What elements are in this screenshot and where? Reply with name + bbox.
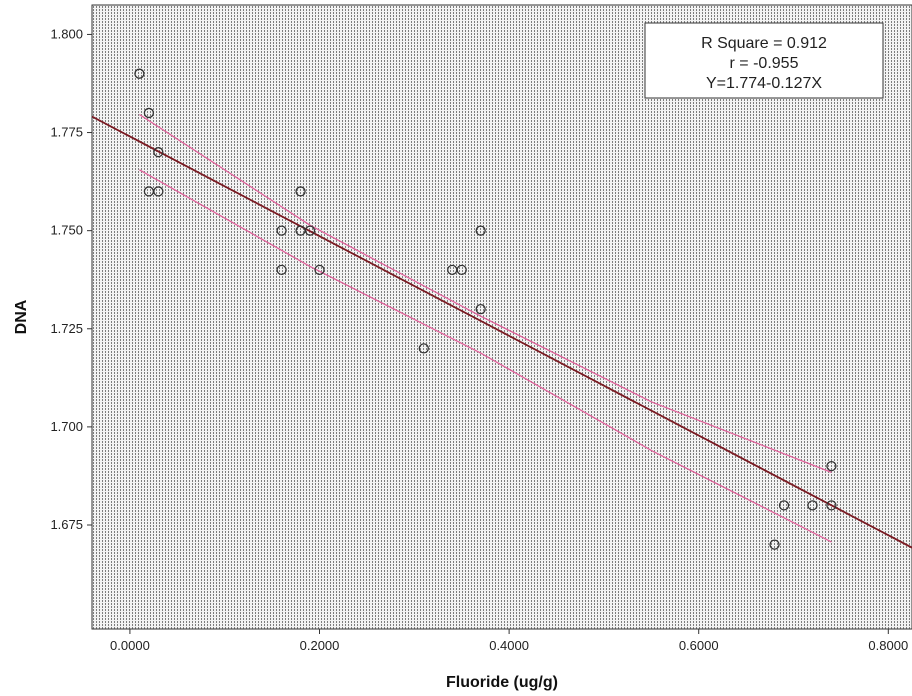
x-tick-label: 0.6000 [679, 638, 719, 653]
x-tick-label: 0.0000 [110, 638, 150, 653]
y-axis-title: DNA [13, 299, 30, 334]
regression-fit-line [92, 115, 912, 549]
data-point [153, 147, 164, 158]
data-point [134, 68, 145, 79]
data-point [314, 264, 325, 276]
stats-annotation-box: R Square = 0.912 r = -0.955 Y=1.774-0.12… [644, 22, 884, 99]
y-tick-label: 1.800 [50, 26, 83, 41]
y-tick-label: 1.775 [50, 125, 83, 140]
data-point [276, 225, 287, 236]
data-point [418, 343, 429, 354]
regression-equation-label: Y=1.774-0.127X [706, 75, 822, 92]
plot-marks [92, 68, 912, 550]
data-point [153, 186, 164, 197]
x-axis: 0.0000 0.2000 0.4000 0.6000 0.8000 [110, 629, 908, 653]
y-tick-label: 1.700 [50, 419, 83, 434]
confidence-band-lower [139, 169, 832, 543]
y-tick-label: 1.675 [50, 517, 83, 532]
y-axis: 1.675 1.700 1.725 1.750 1.775 1.800 [50, 26, 92, 532]
data-point [475, 304, 486, 315]
data-point [475, 225, 486, 236]
data-point [769, 539, 780, 550]
data-point [143, 107, 155, 119]
data-point [276, 264, 287, 276]
r-square-label: R Square = 0.912 [701, 35, 827, 52]
x-tick-label: 0.2000 [300, 638, 340, 653]
data-point [778, 500, 790, 511]
data-point [304, 225, 316, 236]
data-point [456, 264, 467, 276]
data-point [826, 500, 837, 511]
data-point [826, 460, 837, 472]
y-tick-label: 1.725 [50, 321, 83, 336]
x-axis-title: Fluoride (ug/g) [446, 674, 558, 691]
y-tick-label: 1.750 [50, 223, 83, 238]
data-point [807, 500, 818, 511]
x-tick-label: 0.4000 [489, 638, 529, 653]
x-tick-label: 0.8000 [868, 638, 908, 653]
data-point [295, 186, 306, 197]
r-label: r = -0.955 [730, 55, 799, 72]
confidence-band-upper [139, 113, 832, 474]
plot-area [91, 4, 912, 630]
